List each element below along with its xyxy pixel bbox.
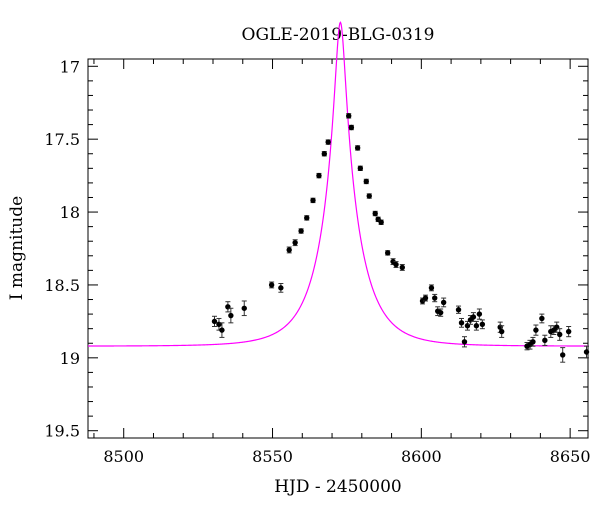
data-point (557, 331, 563, 338)
data-point (348, 124, 355, 131)
data-point (372, 210, 378, 217)
data-point (461, 339, 468, 345)
y-tick-label: 17.5 (44, 130, 80, 149)
data-point (399, 264, 405, 271)
x-tick-label: 8650 (550, 447, 591, 466)
data-point (241, 305, 247, 311)
data-point (432, 295, 438, 301)
x-tick-label: 8550 (252, 447, 293, 466)
data-point (422, 295, 429, 301)
y-tick-label: 18 (60, 203, 80, 222)
data-point (458, 320, 465, 326)
data-point (363, 178, 369, 185)
y-axis-title: I magnitude (7, 196, 27, 300)
data-point (378, 219, 384, 225)
data-point (479, 321, 486, 327)
data-point (292, 239, 298, 246)
data-point (286, 247, 292, 253)
data-point (298, 228, 304, 234)
data-point (440, 299, 447, 306)
data-point (470, 314, 477, 320)
data-point (542, 337, 548, 344)
data-point (278, 285, 284, 291)
data-point (437, 309, 444, 316)
data-point (219, 327, 225, 333)
plot-frame (87, 58, 589, 439)
data-point (560, 352, 566, 358)
model-curve (88, 21, 588, 347)
data-point (316, 172, 322, 179)
data-point (228, 312, 234, 319)
data-point (476, 311, 483, 317)
data-point (354, 145, 361, 151)
data-point (321, 151, 328, 157)
y-tick-label: 19 (60, 349, 80, 368)
x-axis-title: HJD - 2450000 (274, 477, 402, 497)
data-point (357, 165, 364, 172)
data-point (211, 318, 218, 325)
points-layer (211, 113, 590, 363)
data-point (533, 327, 539, 333)
data-point (310, 197, 316, 204)
data-point (346, 113, 352, 119)
y-tick-label: 18.5 (44, 276, 80, 295)
data-point (385, 250, 391, 256)
data-point (304, 215, 310, 221)
data-point (455, 307, 462, 313)
data-point (268, 282, 275, 288)
data-point (565, 328, 572, 335)
y-tick-label: 19.5 (44, 422, 80, 441)
data-point (366, 193, 372, 199)
data-point (393, 261, 399, 268)
model-layer (88, 21, 588, 347)
y-tick-label: 17 (60, 57, 80, 76)
data-point (428, 285, 435, 291)
data-point (325, 139, 331, 145)
data-point (539, 315, 545, 322)
x-tick-label: 8600 (401, 447, 442, 466)
data-point (583, 349, 590, 355)
ticks-layer: 8500 8550 8600 8650 17 17.5 18 18.5 19 19.5 (44, 57, 590, 466)
x-tick-label: 8500 (103, 447, 144, 466)
data-point (473, 323, 480, 329)
data-point (498, 328, 505, 335)
data-point (530, 339, 536, 345)
